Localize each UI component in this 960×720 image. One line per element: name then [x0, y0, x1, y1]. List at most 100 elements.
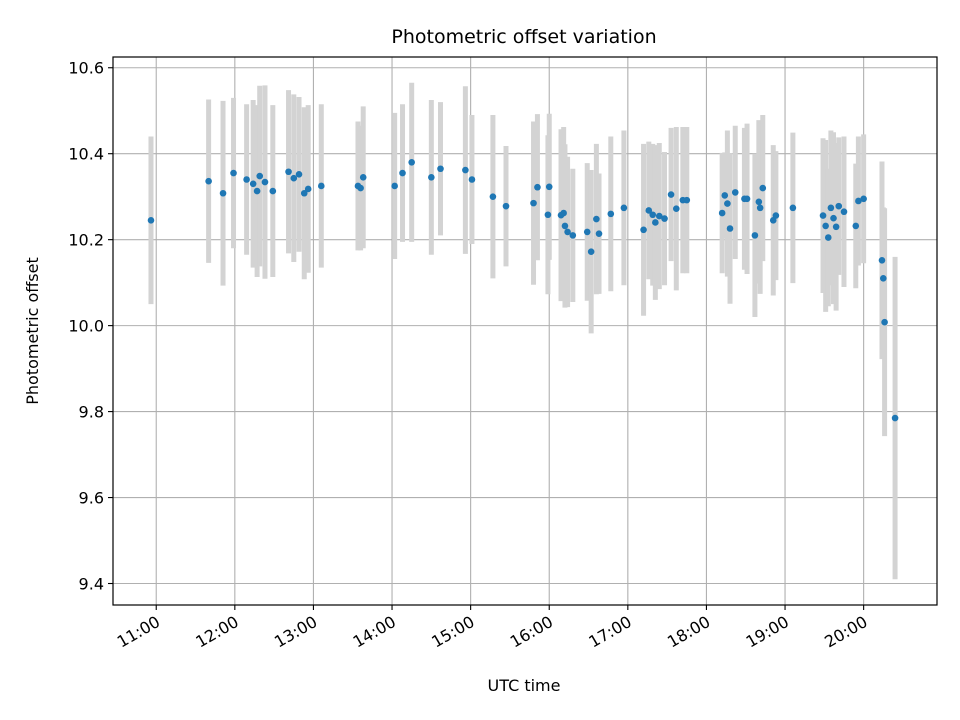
data-point: [205, 177, 212, 185]
y-tick-label: 10.2: [68, 231, 104, 250]
x-tick-label: 12:00: [192, 612, 241, 652]
x-tick-label: 15:00: [428, 612, 477, 652]
data-point: [645, 207, 653, 214]
data-point: [819, 212, 827, 219]
data-point: [832, 223, 840, 231]
data-point: [489, 193, 497, 200]
data-point: [718, 209, 726, 217]
x-tick-label: 17:00: [585, 612, 634, 652]
data-points: [147, 159, 899, 422]
data-point: [731, 189, 739, 196]
data-point: [219, 189, 227, 197]
data-point: [755, 198, 763, 206]
data-point: [667, 191, 675, 198]
data-point: [827, 204, 835, 212]
data-point: [822, 222, 829, 230]
data-point: [855, 197, 862, 205]
data-point: [661, 215, 668, 222]
data-point: [359, 174, 367, 181]
data-point: [724, 200, 731, 207]
data-point: [649, 211, 657, 219]
data-point: [835, 202, 843, 210]
data-point: [721, 192, 729, 199]
data-point: [560, 209, 567, 217]
data-point: [544, 211, 552, 219]
data-point: [261, 178, 269, 186]
data-point: [655, 212, 663, 220]
data-point: [256, 172, 264, 180]
data-point: [852, 222, 860, 230]
data-point: [743, 195, 751, 203]
data-point: [607, 210, 615, 218]
data-point: [437, 165, 444, 173]
data-point: [789, 204, 797, 212]
data-point: [391, 182, 398, 190]
data-point: [759, 184, 767, 192]
x-tick-label: 16:00: [507, 612, 556, 652]
data-point: [317, 182, 325, 190]
data-point: [249, 180, 257, 188]
y-tick-label: 10.6: [68, 59, 104, 78]
data-point: [269, 187, 277, 195]
data-point: [285, 168, 292, 176]
y-tick-label: 9.8: [79, 403, 104, 422]
data-point: [830, 214, 837, 222]
x-axis-label: UTC time: [488, 676, 561, 695]
data-point: [726, 225, 734, 232]
data-point: [300, 189, 308, 197]
data-point: [772, 212, 780, 219]
y-tick-label: 10.0: [68, 317, 104, 336]
data-point: [587, 248, 595, 256]
y-tick-label: 9.4: [79, 575, 104, 594]
data-point: [468, 176, 476, 183]
x-tick-label: 18:00: [664, 612, 713, 652]
data-point: [428, 174, 435, 181]
data-point: [545, 183, 553, 191]
data-point: [881, 318, 888, 326]
data-point: [860, 195, 867, 203]
data-point: [593, 215, 600, 223]
data-point: [295, 171, 303, 178]
data-point: [824, 234, 832, 241]
data-point: [564, 228, 571, 236]
data-point: [673, 205, 680, 213]
data-point: [640, 226, 647, 234]
data-point: [561, 222, 569, 230]
data-point: [462, 166, 469, 174]
data-point: [840, 208, 848, 216]
data-point: [879, 275, 887, 282]
chart-title: Photometric offset variation: [391, 26, 656, 48]
x-tick-label: 13:00: [271, 612, 320, 652]
x-tick-label: 11:00: [114, 612, 163, 652]
data-point: [253, 187, 261, 195]
data-point: [304, 185, 312, 193]
grid: [113, 57, 937, 605]
x-tick-label: 19:00: [743, 612, 792, 652]
x-tick-label: 14:00: [350, 612, 399, 652]
data-point: [620, 204, 628, 212]
data-point: [583, 228, 591, 236]
data-point: [595, 230, 603, 237]
y-axis-label: Photometric offset: [23, 257, 42, 405]
plot-frame: [112, 56, 938, 606]
data-point: [652, 219, 659, 226]
data-point: [891, 414, 899, 422]
y-axis: 9.4 9.6 9.8 10.0 10.2 10.4 10.6: [68, 59, 113, 594]
data-point: [230, 169, 237, 177]
data-point: [290, 174, 298, 182]
y-tick-label: 9.6: [79, 489, 104, 508]
data-point: [408, 159, 415, 166]
data-point: [756, 204, 764, 212]
error-bars: [148, 82, 898, 580]
data-point: [502, 202, 510, 210]
data-point: [683, 196, 691, 204]
data-point: [751, 232, 759, 239]
data-point: [357, 184, 364, 192]
y-tick-label: 10.4: [68, 145, 104, 164]
x-tick-label: 20:00: [821, 612, 870, 652]
data-point: [534, 183, 541, 191]
data-point: [569, 232, 577, 239]
data-point: [530, 199, 537, 207]
data-point: [878, 256, 886, 264]
